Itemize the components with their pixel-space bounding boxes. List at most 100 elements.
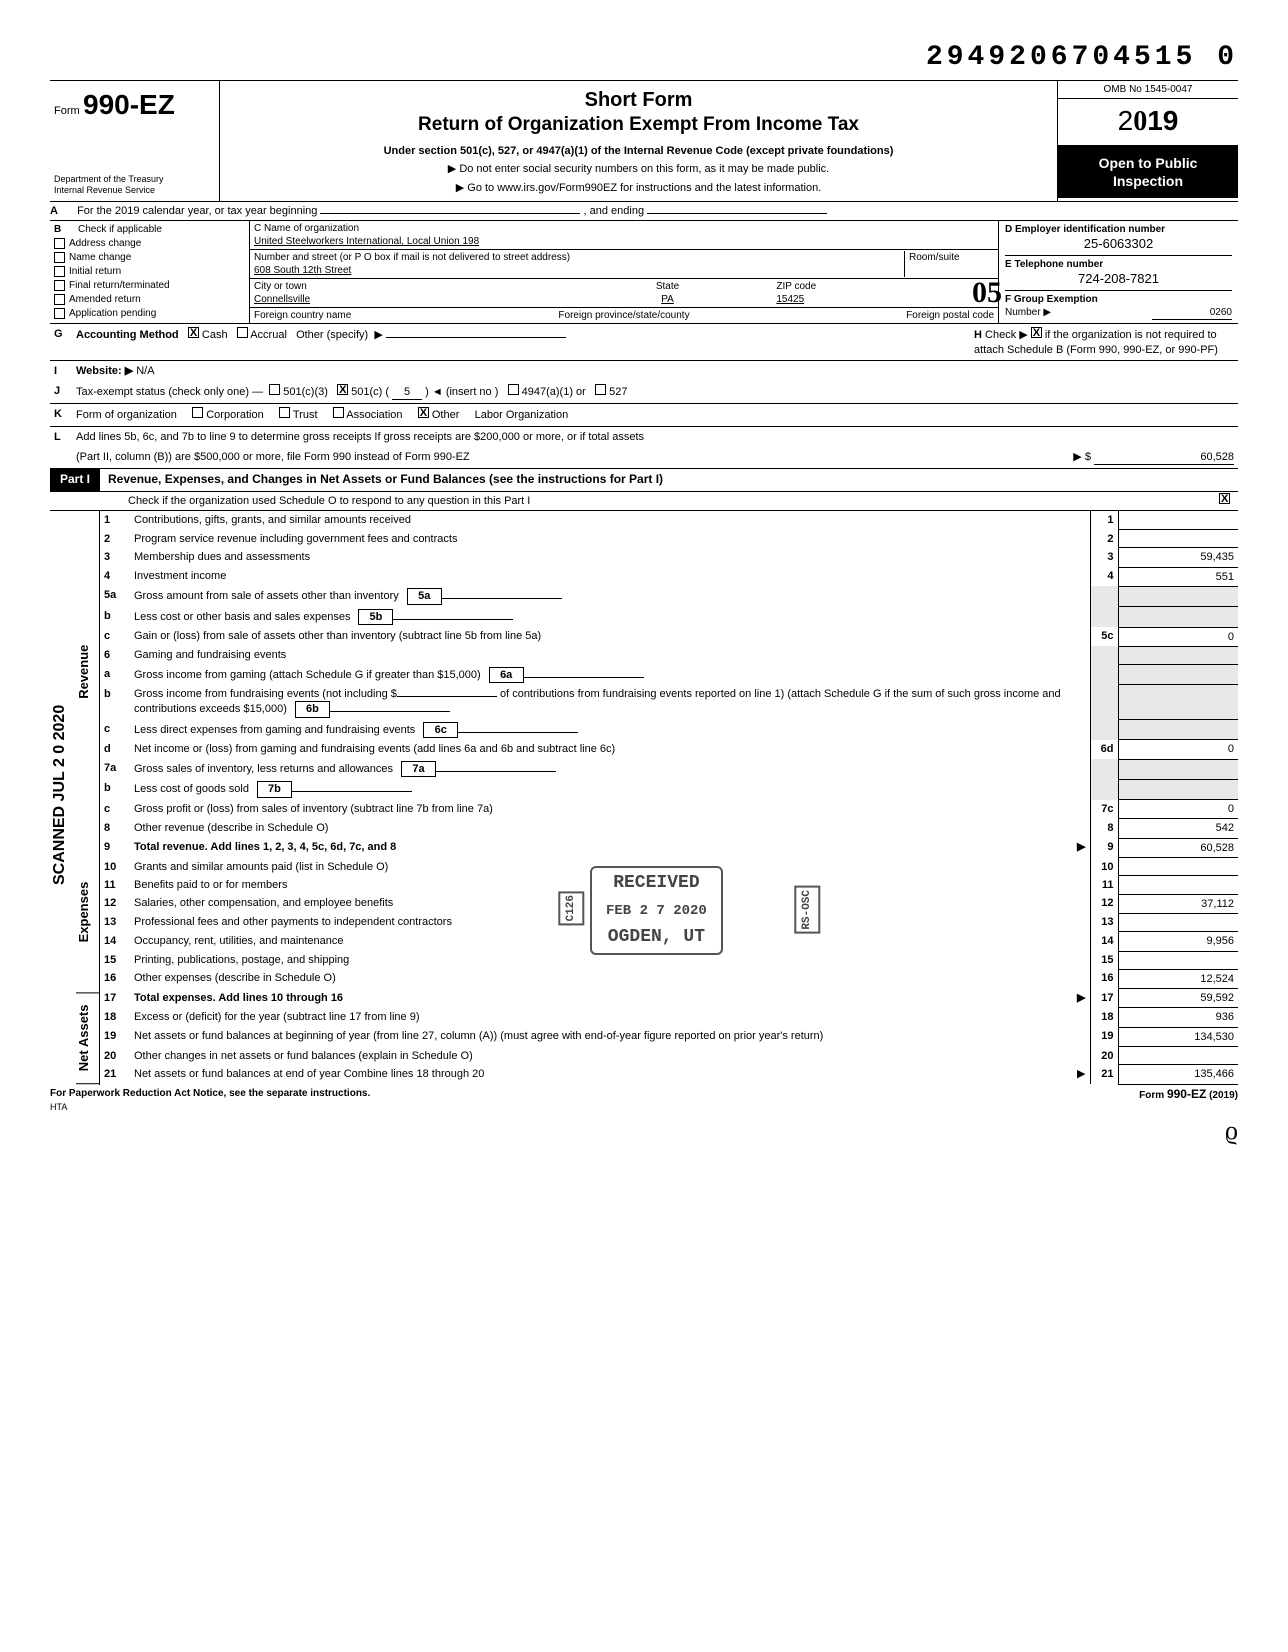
d-label: D Employer identification number: [1005, 223, 1232, 236]
checkbox-icon[interactable]: [54, 280, 65, 291]
c-foreign-country: Foreign country name: [254, 309, 501, 322]
subtitle-code: Under section 501(c), 527, or 4947(a)(1)…: [230, 144, 1047, 158]
c-foreign-row: Foreign country name Foreign province/st…: [250, 308, 998, 323]
line-15-amt: [1118, 951, 1238, 969]
phone-value: 724-208-7821: [1005, 271, 1232, 288]
b-application-pending[interactable]: Application pending: [54, 307, 245, 320]
expenses-label: Expenses: [76, 832, 99, 993]
title-return: Return of Organization Exempt From Incom…: [230, 113, 1047, 138]
c-name-label: C Name of organization: [254, 222, 994, 235]
checkbox-icon[interactable]: [54, 266, 65, 277]
checkbox-icon[interactable]: [54, 294, 65, 305]
k-corp-checkbox[interactable]: [192, 407, 203, 418]
title-short-form: Short Form: [230, 87, 1047, 113]
b-item-3: Final return/terminated: [69, 279, 170, 292]
org-street: 608 South 12th Street: [254, 264, 904, 277]
j-4947-checkbox[interactable]: [508, 384, 519, 395]
b-final-return[interactable]: Final return/terminated: [54, 279, 245, 292]
checkbox-icon[interactable]: [1219, 493, 1230, 504]
line-16: 16Other expenses (describe in Schedule O…: [100, 969, 1238, 988]
j-501c-post: ) ◄ (insert no ): [425, 386, 498, 398]
j-501c3-checkbox[interactable]: [269, 384, 280, 395]
j-501c-checkbox[interactable]: [337, 384, 348, 395]
c-city-row: City or town Connellsville State PA ZIP …: [250, 279, 998, 308]
signature-glyph: ϱ: [1225, 1116, 1238, 1145]
line-1-amt: [1118, 511, 1238, 529]
line-4-desc: Investment income: [130, 567, 1090, 586]
netassets-label: Net Assets: [76, 993, 99, 1084]
b-name-change[interactable]: Name change: [54, 251, 245, 264]
k-assoc-checkbox[interactable]: [333, 407, 344, 418]
f-label2: Number ▶: [1005, 307, 1051, 318]
checkbox-icon[interactable]: [54, 252, 65, 263]
line-12: 12Salaries, other compensation, and empl…: [100, 894, 1238, 913]
open-line2: Inspection: [1062, 172, 1234, 190]
checkbox-icon[interactable]: [54, 308, 65, 319]
g-cash-checkbox[interactable]: [188, 327, 199, 338]
j-label: Tax-exempt status (check only one) —: [76, 386, 263, 398]
e-box: E Telephone number 724-208-7821: [1005, 256, 1232, 291]
form-id-box: Form 990-EZ Department of the Treasury I…: [50, 81, 220, 201]
revenue-label: Revenue: [76, 511, 99, 832]
b-item-0: Address change: [69, 237, 141, 250]
g-accrual-checkbox[interactable]: [237, 327, 248, 338]
k-other-checkbox[interactable]: [418, 407, 429, 418]
line-7b: bLess cost of goods sold7b: [100, 779, 1238, 799]
line-17: 17Total expenses. Add lines 10 through 1…: [100, 989, 1238, 1008]
i-content: Website: ▶ N/A: [76, 364, 1234, 378]
open-inspection: Open to Public Inspection: [1058, 146, 1238, 198]
line-i: I Website: ▶ N/A: [50, 361, 1238, 381]
line-4: 4Investment income4551: [100, 567, 1238, 586]
tax-year: 20201919: [1058, 99, 1238, 145]
line-5c-amt: 0: [1118, 627, 1238, 646]
e-label: E Telephone number: [1005, 258, 1232, 271]
b-amended[interactable]: Amended return: [54, 293, 245, 306]
line-5b-desc: Less cost or other basis and sales expen…: [130, 607, 1090, 627]
line-18-desc: Excess or (deficit) for the year (subtra…: [130, 1008, 1090, 1027]
line-6-desc: Gaming and fundraising events: [130, 646, 1090, 664]
signature-mark: ϱ: [50, 1114, 1238, 1148]
line-6a-desc: Gross income from gaming (attach Schedul…: [130, 665, 1090, 685]
line-k: K Form of organization Corporation Trust…: [50, 404, 1238, 426]
checkbox-icon[interactable]: [54, 238, 65, 249]
letter-i: I: [54, 364, 76, 378]
line-5b: bLess cost or other basis and sales expe…: [100, 607, 1238, 627]
line-5c: cGain or (loss) from sale of assets othe…: [100, 627, 1238, 646]
part1-sub: Check if the organization used Schedule …: [120, 492, 538, 510]
c-state-label: State: [559, 280, 777, 293]
c-street-label: Number and street (or P O box if mail is…: [254, 251, 904, 264]
line-3-desc: Membership dues and assessments: [130, 548, 1090, 567]
omb-number: OMB No 1545-0047: [1058, 81, 1238, 99]
line-2-amt: [1118, 530, 1238, 548]
line-a-begin-blank[interactable]: [320, 213, 580, 214]
financial-table: 1Contributions, gifts, grants, and simil…: [100, 511, 1238, 1084]
line-a-end-blank[interactable]: [647, 213, 827, 214]
k-trust-checkbox[interactable]: [279, 407, 290, 418]
j-content: Tax-exempt status (check only one) — 501…: [76, 384, 1234, 400]
org-city: Connellsville: [254, 293, 559, 306]
g-other-blank[interactable]: [386, 337, 566, 338]
org-zip: 15425: [776, 293, 994, 306]
line-8-amt: 542: [1118, 819, 1238, 838]
b-address-change[interactable]: Address change: [54, 237, 245, 250]
line-g-h: G Accounting Method Cash Accrual Other (…: [50, 324, 1238, 361]
g-content: Accounting Method Cash Accrual Other (sp…: [76, 327, 974, 357]
c-name-row: C Name of organization United Steelworke…: [250, 221, 998, 250]
line-9-amt: 60,528: [1118, 838, 1238, 857]
part1-schedule-o-check[interactable]: [1219, 493, 1238, 509]
form-number: 990-EZ: [83, 89, 175, 120]
b-label: Check if applicable: [78, 224, 162, 235]
h-checkbox[interactable]: [1031, 327, 1042, 338]
org-state: PA: [559, 293, 777, 306]
j-501c-num[interactable]: 5: [392, 385, 422, 400]
line-6d-amt: 0: [1118, 740, 1238, 759]
b-initial-return[interactable]: Initial return: [54, 265, 245, 278]
k-corp: Corporation: [206, 409, 263, 421]
subtitle-url-text: Go to www.irs.gov/Form990EZ for instruct…: [467, 182, 821, 194]
section-labels-col: Revenue Expenses Net Assets: [76, 511, 100, 1084]
letter-j: J: [54, 384, 76, 400]
j-527-checkbox[interactable]: [595, 384, 606, 395]
letter-l: L: [54, 430, 76, 444]
line-16-amt: 12,524: [1118, 969, 1238, 988]
group-exemption-value: 0260: [1152, 306, 1232, 320]
